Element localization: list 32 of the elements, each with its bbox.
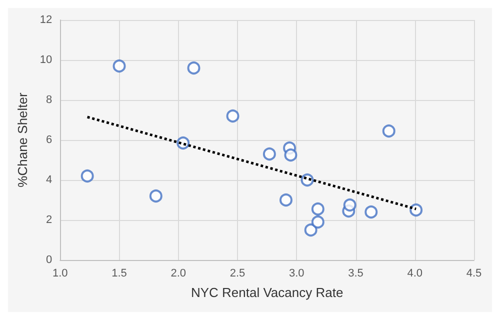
y-tick-label: 2 — [46, 214, 52, 226]
point — [112, 60, 126, 72]
y-tick-label: 4 — [46, 174, 52, 186]
x-tick-label: 2.0 — [170, 268, 186, 280]
x-tick-label: 3.5 — [348, 268, 364, 280]
y-tick-label: 12 — [40, 14, 52, 26]
x-axis-title: NYC Rental Vacancy Rate — [190, 285, 344, 300]
point — [187, 62, 200, 74]
point — [284, 148, 298, 162]
point — [304, 224, 318, 236]
x-tick-label: 3.0 — [288, 268, 304, 280]
y-tick-label: 10 — [40, 54, 52, 66]
y-tick-label: 8 — [46, 94, 52, 106]
point — [226, 110, 240, 122]
point — [80, 170, 94, 182]
point — [280, 194, 292, 206]
y-tick-label: 0 — [46, 254, 52, 266]
point — [382, 124, 396, 138]
x-tick-label: 4.5 — [466, 268, 482, 280]
y-axis-title: %Chane Shelter — [15, 92, 30, 188]
point — [410, 204, 423, 216]
x-tick-label: 4.0 — [407, 268, 423, 280]
point — [343, 198, 356, 212]
x-tick-label: 1.0 — [52, 268, 68, 280]
x-tick-label: 2.5 — [230, 268, 246, 280]
point — [311, 216, 324, 228]
y-tick-label: 6 — [46, 134, 52, 146]
point — [311, 202, 324, 216]
point — [149, 190, 162, 202]
point — [364, 206, 378, 218]
point — [262, 148, 276, 160]
x-tick-label: 1.5 — [112, 268, 127, 280]
